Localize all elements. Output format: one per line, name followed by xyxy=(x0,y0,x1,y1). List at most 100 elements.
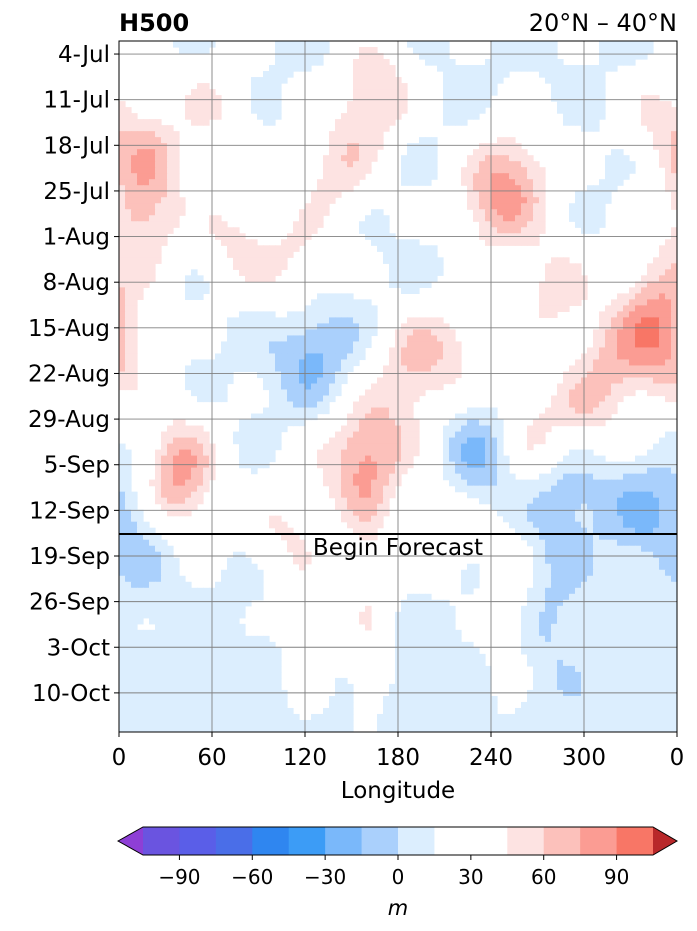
contour-cell xyxy=(587,677,594,685)
contour-cell xyxy=(455,119,462,126)
contour-cell xyxy=(365,605,372,613)
contour-cell xyxy=(617,167,624,174)
contour-cell xyxy=(557,107,564,114)
contour-cell xyxy=(653,617,660,625)
contour-cell xyxy=(401,623,408,631)
contour-cell xyxy=(257,101,264,108)
contour-cell xyxy=(359,107,366,114)
contour-cell xyxy=(119,329,126,337)
contour-cell xyxy=(245,641,252,649)
contour-cell xyxy=(365,473,372,481)
contour-cell xyxy=(587,77,594,84)
contour-cell xyxy=(527,203,534,210)
contour-cell xyxy=(155,185,162,192)
contour-cell xyxy=(143,521,150,529)
contour-cell xyxy=(539,47,546,54)
contour-cell xyxy=(443,683,450,691)
contour-cell xyxy=(167,575,174,583)
contour-cell xyxy=(593,473,600,481)
contour-cell xyxy=(179,47,186,54)
contour-cell xyxy=(317,341,324,349)
contour-cell xyxy=(443,623,450,631)
contour-cell xyxy=(521,503,528,511)
contour-cell xyxy=(641,587,648,595)
contour-cell xyxy=(215,101,222,108)
contour-cell xyxy=(575,215,582,222)
contour-cell xyxy=(575,509,582,517)
contour-cell xyxy=(185,473,192,481)
contour-cell xyxy=(605,575,612,583)
contour-cell xyxy=(215,659,222,667)
contour-cell xyxy=(611,371,618,379)
contour-cell xyxy=(341,143,348,150)
contour-cell xyxy=(575,275,582,282)
contour-cell xyxy=(623,515,630,523)
contour-cell xyxy=(341,683,348,691)
contour-cell xyxy=(377,137,384,144)
contour-cell xyxy=(665,479,672,487)
contour-cell xyxy=(185,491,192,499)
contour-cell xyxy=(419,353,426,361)
contour-cell xyxy=(173,599,180,607)
contour-cell xyxy=(497,485,504,493)
contour-cell xyxy=(593,365,600,373)
contour-cell xyxy=(377,509,384,517)
contour-cell xyxy=(389,257,396,264)
contour-cell xyxy=(473,71,480,78)
contour-cell xyxy=(167,485,174,493)
contour-cell xyxy=(257,443,264,451)
contour-cell xyxy=(557,647,564,655)
contour-cell xyxy=(545,413,552,421)
contour-cell xyxy=(407,593,414,601)
contour-cell xyxy=(365,527,372,535)
contour-cell xyxy=(647,383,654,391)
contour-cell xyxy=(515,239,522,246)
contour-cell xyxy=(551,467,558,475)
contour-cell xyxy=(665,101,672,108)
contour-cell xyxy=(659,281,666,288)
contour-cell xyxy=(401,641,408,649)
contour-cell xyxy=(473,161,480,168)
contour-cell xyxy=(179,41,186,48)
contour-cell xyxy=(131,377,138,385)
contour-cell xyxy=(131,335,138,343)
contour-cell xyxy=(221,611,228,619)
contour-cell xyxy=(239,557,246,565)
contour-cell xyxy=(545,551,552,559)
contour-cell xyxy=(179,611,186,619)
contour-cell xyxy=(467,569,474,577)
contour-cell xyxy=(173,167,180,174)
contour-cell xyxy=(671,587,677,595)
contour-cell xyxy=(389,377,396,385)
contour-cell xyxy=(149,653,156,661)
contour-cell xyxy=(173,695,180,703)
contour-cell xyxy=(413,677,420,685)
contour-cell xyxy=(647,593,654,601)
contour-cell xyxy=(119,281,126,288)
contour-cell xyxy=(125,299,132,306)
contour-cell xyxy=(347,449,354,457)
contour-cell xyxy=(131,563,138,571)
contour-cell xyxy=(401,635,408,643)
contour-cell xyxy=(629,611,636,619)
contour-cell xyxy=(431,257,438,264)
contour-cell xyxy=(611,305,618,312)
contour-cell xyxy=(635,659,642,667)
contour-cell xyxy=(161,605,168,613)
contour-cell xyxy=(143,191,150,198)
contour-cell xyxy=(593,569,600,577)
contour-cell xyxy=(521,149,528,156)
contour-cell xyxy=(377,455,384,463)
contour-cell xyxy=(599,77,606,84)
contour-cell xyxy=(575,587,582,595)
contour-cell xyxy=(497,47,504,54)
contour-cell xyxy=(263,419,270,427)
contour-cell xyxy=(443,431,450,439)
contour-cell xyxy=(533,65,540,72)
contour-cell xyxy=(407,335,414,343)
contour-cell xyxy=(407,605,414,613)
contour-cell xyxy=(251,413,258,421)
contour-cell xyxy=(161,479,168,487)
contour-cell xyxy=(197,593,204,601)
contour-cell xyxy=(401,89,408,96)
